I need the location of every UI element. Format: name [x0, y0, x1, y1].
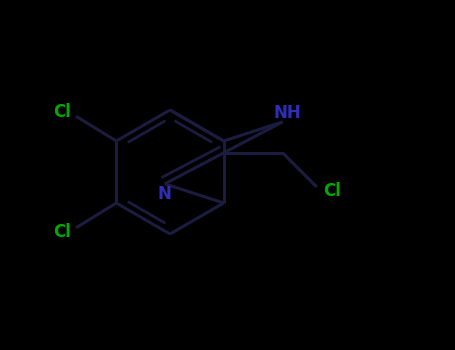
Text: Cl: Cl [53, 103, 71, 121]
Text: Cl: Cl [323, 182, 341, 200]
Text: Cl: Cl [53, 223, 71, 241]
Text: NH: NH [274, 104, 302, 122]
Text: N: N [158, 185, 172, 203]
